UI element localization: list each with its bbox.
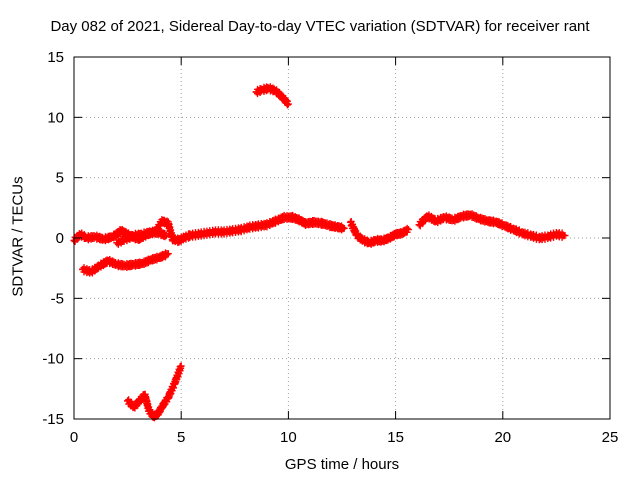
data-point xyxy=(284,100,292,108)
data-series-arc-6 xyxy=(252,83,292,109)
y-tick-label: 0 xyxy=(56,230,64,247)
data-point xyxy=(404,226,412,234)
data-point xyxy=(164,250,172,258)
data-series-arc-7 xyxy=(124,362,185,422)
data-points xyxy=(70,83,569,422)
data-point xyxy=(561,232,569,240)
y-tick-label: -10 xyxy=(42,351,64,368)
data-point xyxy=(162,232,170,240)
data-series-arc-1 xyxy=(70,211,348,246)
y-tick-label: -5 xyxy=(51,290,64,307)
data-series-arc-3 xyxy=(79,249,172,277)
x-tick-label: 15 xyxy=(387,429,404,446)
data-series-arc-5 xyxy=(415,210,569,244)
x-tick-label: 5 xyxy=(177,429,185,446)
data-point xyxy=(163,251,171,259)
y-tick-label: 15 xyxy=(47,49,64,66)
data-point xyxy=(177,362,185,370)
data-series-arc-4 xyxy=(347,217,412,248)
data-series-arc-2 xyxy=(113,226,170,248)
x-tick-label: 25 xyxy=(602,429,619,446)
x-axis-label: GPS time / hours xyxy=(284,456,400,473)
y-tick-label: 5 xyxy=(56,170,64,187)
chart-title: Day 082 of 2021, Sidereal Day-to-day VTE… xyxy=(50,18,590,35)
data-point xyxy=(161,233,169,241)
y-tick-label: 10 xyxy=(47,109,64,126)
x-tick-label: 0 xyxy=(70,429,78,446)
y-axis-label: SDTVAR / TECUs xyxy=(9,176,27,297)
x-tick-label: 10 xyxy=(280,429,297,446)
y-tick-label: -15 xyxy=(42,411,64,428)
data-point xyxy=(340,224,348,232)
x-tick-label: 20 xyxy=(494,429,511,446)
axis-ticks: 0 5 10 15 20 25 15 10 5 0 -5 -10 -15 xyxy=(42,49,618,446)
